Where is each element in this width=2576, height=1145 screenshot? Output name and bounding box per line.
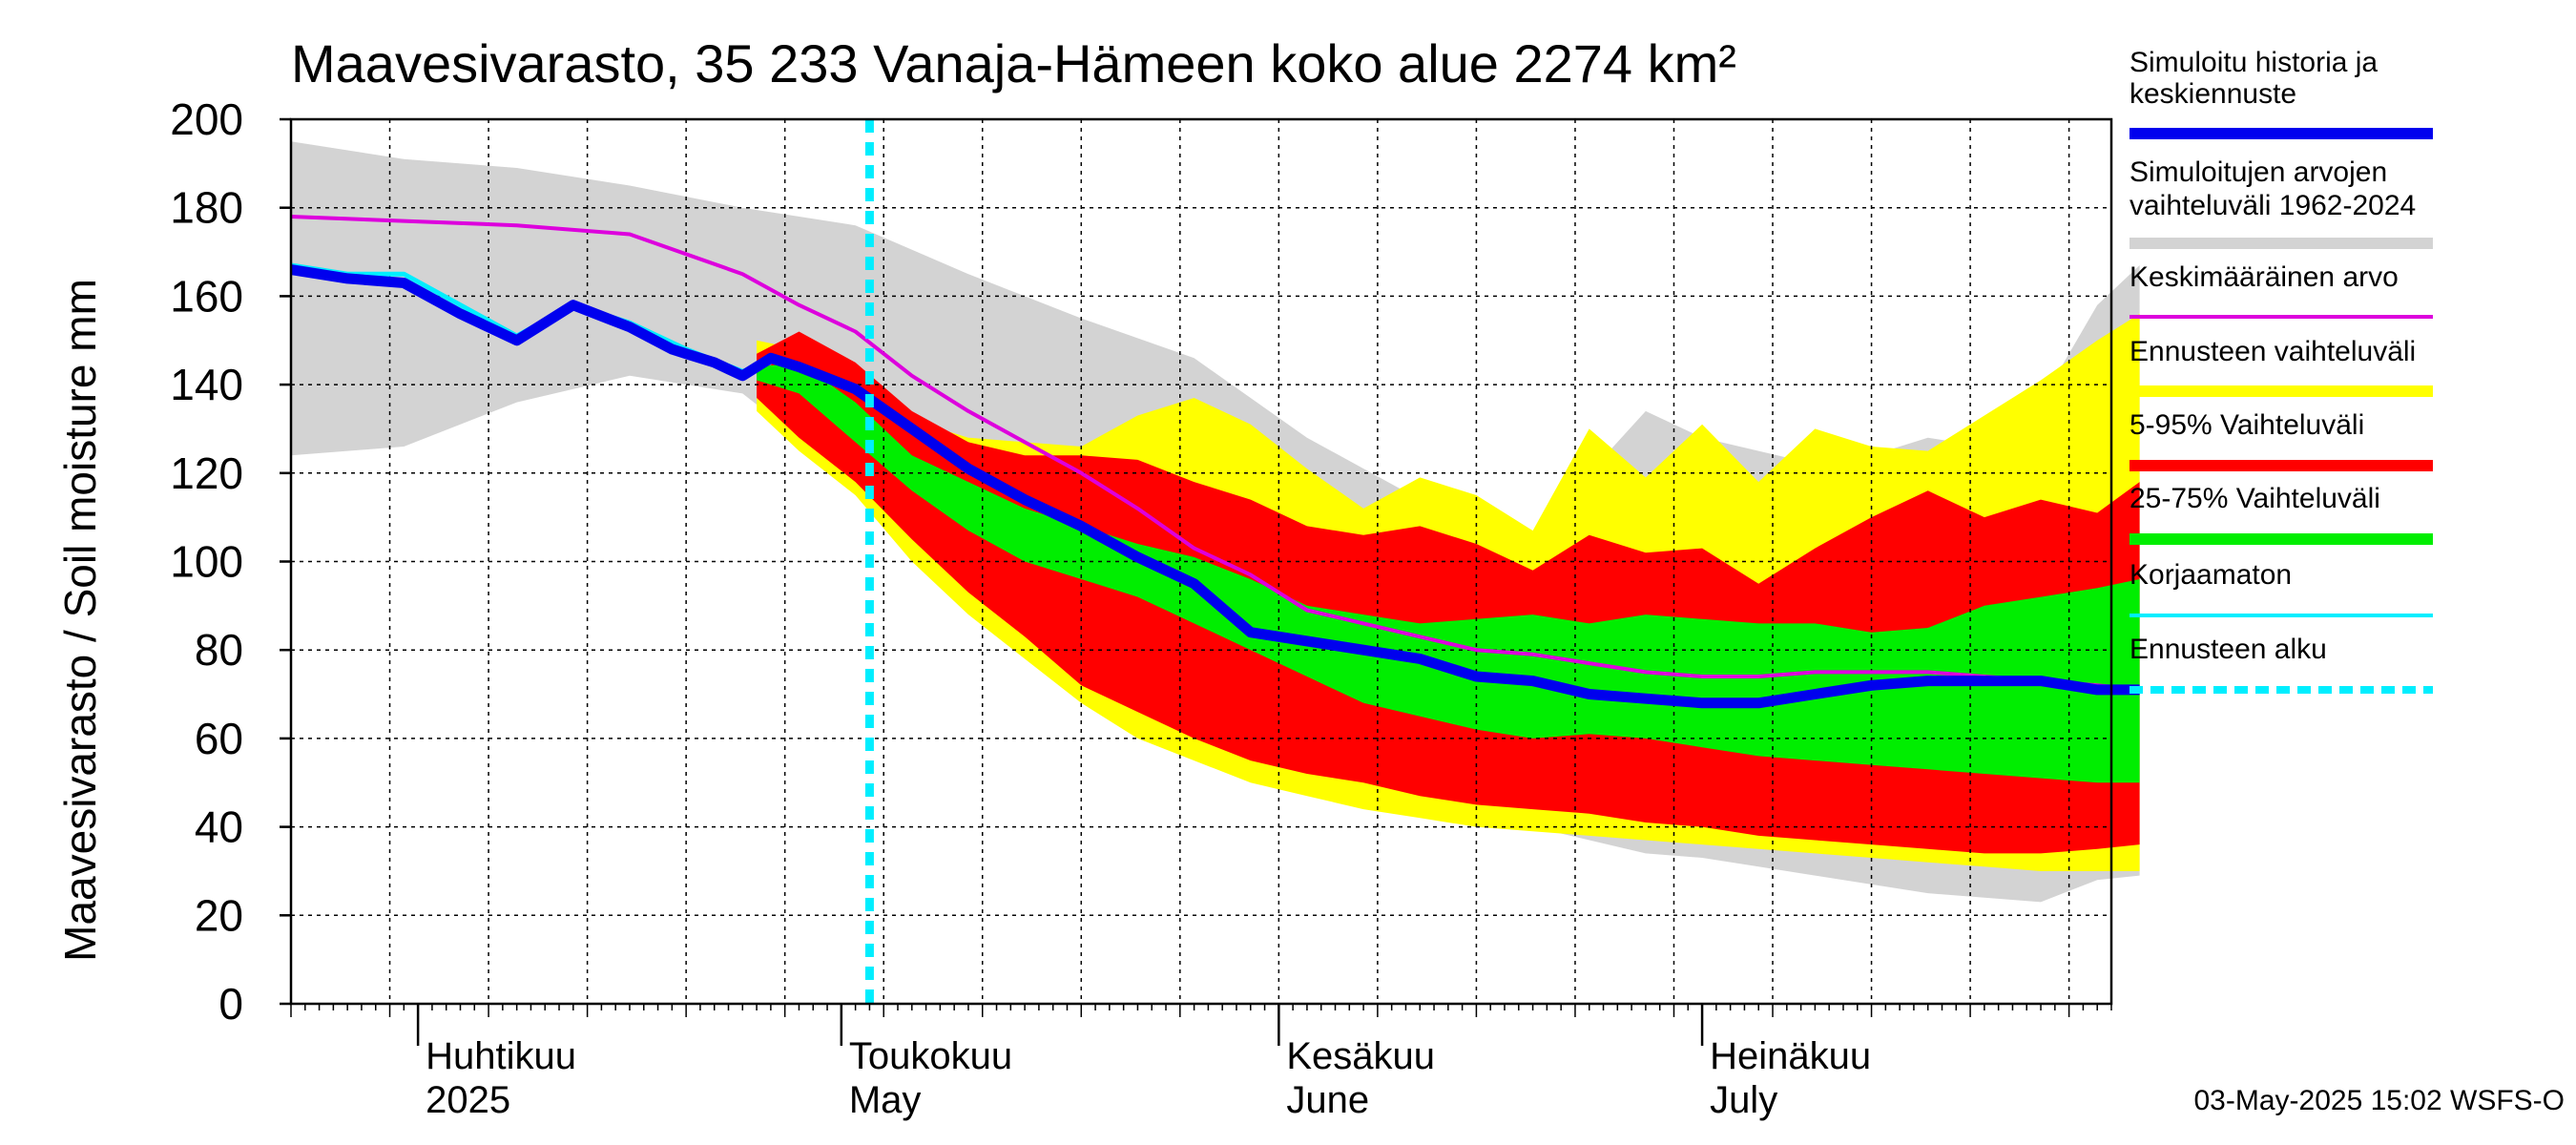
legend-label: Keskimääräinen arvo: [2129, 261, 2399, 293]
y-tick-label: 140: [170, 360, 243, 409]
y-tick-label: 20: [195, 890, 243, 940]
y-axis-ticks: 0 20 40 60 80 100 120 140 160 180 200: [170, 94, 291, 1029]
range-bands: [291, 141, 2140, 903]
legend-label: Simuloitu historia ja: [2129, 47, 2378, 78]
month-label-fi: Huhtikuu: [426, 1035, 576, 1077]
legend-label: Simuloitujen arvojen: [2129, 156, 2387, 188]
month-label-en: July: [1710, 1079, 1777, 1121]
month-label-fi: Heinäkuu: [1710, 1035, 1871, 1077]
y-tick-label: 100: [170, 537, 243, 587]
chart-title: Maavesivarasto, 35 233 Vanaja-Hämeen kok…: [291, 33, 1736, 94]
timestamp-footer: 03-May-2025 15:02 WSFS-O: [2194, 1085, 2566, 1116]
month-label-en: June: [1286, 1079, 1369, 1121]
data-lines: [290, 119, 2140, 1004]
month-label-en: May: [849, 1079, 922, 1121]
y-tick-label: 0: [218, 979, 243, 1029]
band-25-75: [757, 362, 2140, 783]
month-label-fi: Toukokuu: [849, 1035, 1012, 1077]
mean-line: [290, 215, 2140, 692]
y-tick-label: 180: [170, 183, 243, 233]
y-tick-label: 80: [195, 625, 243, 675]
y-tick-label: 120: [170, 448, 243, 498]
legend-label: vaihteluväli 1962-2024: [2129, 190, 2416, 221]
y-tick-label: 160: [170, 271, 243, 321]
legend-label: Ennusteen vaihteluväli: [2129, 336, 2416, 367]
month-label-fi: Kesäkuu: [1286, 1035, 1435, 1077]
legend-label: Korjaamaton: [2129, 559, 2292, 591]
legend-label: Ennusteen alku: [2129, 634, 2327, 665]
y-tick-label: 40: [195, 802, 243, 852]
legend-label: 5-95% Vaihteluväli: [2129, 409, 2364, 441]
y-tick-label: 60: [195, 714, 243, 763]
legend-label: 25-75% Vaihteluväli: [2129, 483, 2380, 514]
month-label-en: 2025: [426, 1079, 510, 1121]
y-tick-label: 200: [170, 94, 243, 144]
median-forecast-line: [290, 264, 2140, 709]
legend-label: keskiennuste: [2129, 78, 2296, 110]
y-axis-label: Maavesivarasto / Soil moisture mm: [55, 279, 105, 962]
